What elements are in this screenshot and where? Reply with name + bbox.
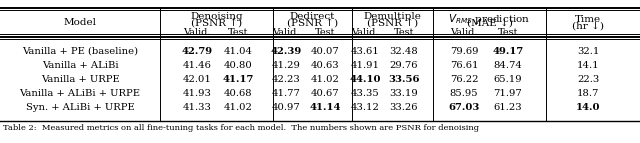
Text: 85.95: 85.95 — [450, 89, 478, 98]
Text: 32.48: 32.48 — [390, 46, 419, 55]
Text: Test: Test — [394, 28, 414, 37]
Text: 43.61: 43.61 — [351, 46, 380, 55]
Text: Valid.: Valid. — [351, 28, 379, 37]
Text: 18.7: 18.7 — [577, 89, 599, 98]
Text: 41.91: 41.91 — [351, 60, 380, 69]
Text: Test: Test — [315, 28, 335, 37]
Text: Vanilla + URPE: Vanilla + URPE — [40, 75, 120, 84]
Text: 40.80: 40.80 — [223, 60, 252, 69]
Text: (PSNR ↑): (PSNR ↑) — [191, 19, 242, 28]
Text: 33.56: 33.56 — [388, 75, 420, 84]
Text: 44.10: 44.10 — [349, 75, 381, 84]
Text: 41.02: 41.02 — [310, 75, 339, 84]
Text: 42.01: 42.01 — [182, 75, 211, 84]
Text: 29.76: 29.76 — [390, 60, 419, 69]
Text: 41.77: 41.77 — [271, 89, 300, 98]
Text: 41.93: 41.93 — [182, 89, 211, 98]
Text: 43.12: 43.12 — [351, 103, 380, 112]
Text: 32.1: 32.1 — [577, 46, 599, 55]
Text: Test: Test — [498, 28, 518, 37]
Text: 33.26: 33.26 — [390, 103, 419, 112]
Text: 76.22: 76.22 — [450, 75, 478, 84]
Text: 40.07: 40.07 — [310, 46, 339, 55]
Text: Syn. + ALiBi + URPE: Syn. + ALiBi + URPE — [26, 103, 134, 112]
Text: 67.03: 67.03 — [448, 103, 480, 112]
Text: Valid.: Valid. — [451, 28, 477, 37]
Text: 41.02: 41.02 — [223, 103, 252, 112]
Text: 61.23: 61.23 — [493, 103, 522, 112]
Text: Vanilla + PE (baseline): Vanilla + PE (baseline) — [22, 46, 138, 55]
Text: (hr ↓): (hr ↓) — [572, 22, 604, 31]
Text: Denoising: Denoising — [190, 12, 243, 21]
Text: 14.0: 14.0 — [576, 103, 600, 112]
Text: 84.74: 84.74 — [493, 60, 522, 69]
Text: Vanilla + ALiBi + URPE: Vanilla + ALiBi + URPE — [19, 89, 141, 98]
Text: 79.69: 79.69 — [450, 46, 478, 55]
Text: 41.04: 41.04 — [223, 46, 253, 55]
Text: Time: Time — [575, 15, 601, 24]
Text: 14.1: 14.1 — [577, 60, 599, 69]
Text: Dedirect: Dedirect — [290, 12, 335, 21]
Text: Vanilla + ALiBi: Vanilla + ALiBi — [42, 60, 118, 69]
Text: 43.35: 43.35 — [351, 89, 380, 98]
Text: 65.19: 65.19 — [493, 75, 522, 84]
Text: 76.61: 76.61 — [450, 60, 478, 69]
Text: 41.14: 41.14 — [309, 103, 340, 112]
Text: Model: Model — [63, 18, 97, 27]
Text: Demultiple: Demultiple — [364, 12, 421, 21]
Text: Table 2:  Measured metrics on all fine-tuning tasks for each model.  The numbers: Table 2: Measured metrics on all fine-tu… — [3, 124, 479, 132]
Text: (PSNR ↑): (PSNR ↑) — [287, 19, 338, 28]
Text: 41.17: 41.17 — [222, 75, 253, 84]
Text: 33.19: 33.19 — [390, 89, 419, 98]
Text: 40.97: 40.97 — [271, 103, 300, 112]
Text: (MAE ↓): (MAE ↓) — [467, 19, 513, 28]
Text: Valid.: Valid. — [183, 28, 211, 37]
Text: 42.39: 42.39 — [270, 46, 301, 55]
Text: 49.17: 49.17 — [492, 46, 524, 55]
Text: 41.33: 41.33 — [182, 103, 211, 112]
Text: Valid.: Valid. — [272, 28, 300, 37]
Text: 71.97: 71.97 — [493, 89, 522, 98]
Text: $V_{RMS}$ prediction: $V_{RMS}$ prediction — [449, 12, 531, 26]
Text: 40.63: 40.63 — [310, 60, 339, 69]
Text: 22.3: 22.3 — [577, 75, 599, 84]
Text: 41.29: 41.29 — [271, 60, 300, 69]
Text: 40.68: 40.68 — [224, 89, 252, 98]
Text: 42.79: 42.79 — [181, 46, 212, 55]
Text: Test: Test — [228, 28, 248, 37]
Text: 42.23: 42.23 — [271, 75, 300, 84]
Text: 40.67: 40.67 — [310, 89, 339, 98]
Text: 41.46: 41.46 — [182, 60, 211, 69]
Text: (PSNR ↑): (PSNR ↑) — [367, 19, 418, 28]
